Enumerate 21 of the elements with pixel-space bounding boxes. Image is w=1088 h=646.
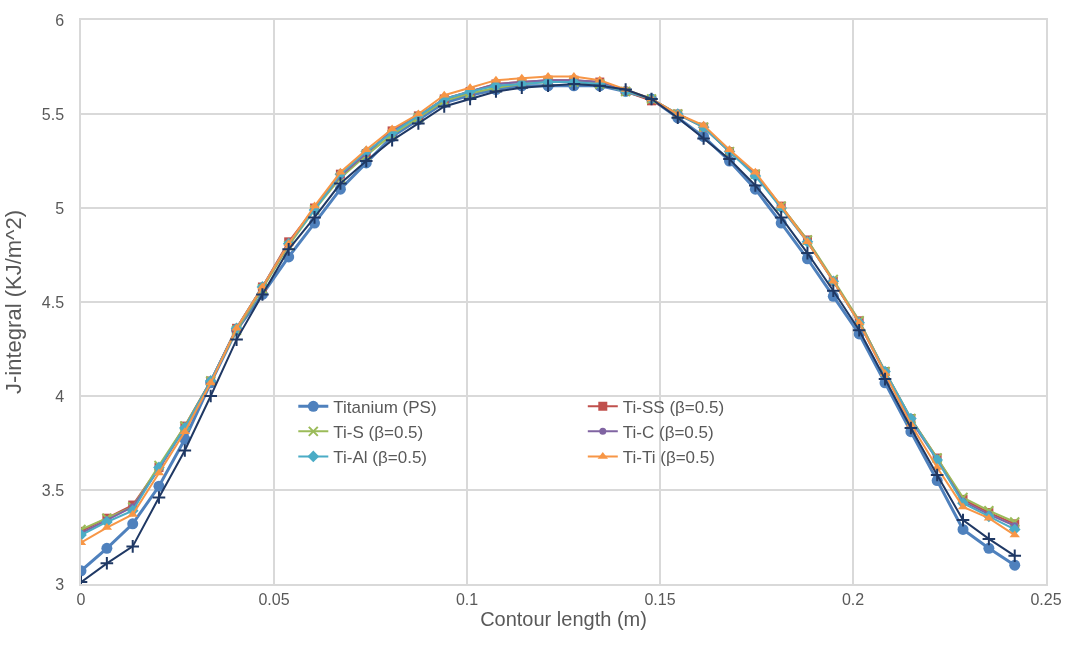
y-tick-label: 3.5: [41, 481, 65, 499]
legend-label: Ti-Ti (β=0.5): [622, 448, 715, 468]
legend-label: Ti-Al (β=0.5): [333, 448, 427, 468]
x-tick-label: 0.05: [258, 590, 290, 608]
x-tick-label: 0.25: [1030, 590, 1062, 608]
x-tick-label: 0.1: [455, 590, 479, 608]
y-tick-label: 6: [55, 11, 65, 29]
y-tick-label: 4: [55, 387, 65, 405]
y-tick-label: 5: [55, 199, 65, 217]
x-tick-label: 0.2: [841, 590, 865, 608]
y-tick-label: 3: [55, 575, 65, 593]
y-tick-label: 5.5: [41, 105, 65, 123]
legend-label: Titanium (PS): [333, 397, 437, 417]
x-tick-label: 0.15: [644, 590, 676, 608]
legend-label: Ti-SS (β=0.5): [622, 397, 725, 417]
y-axis-title: J-integral (KJ/m^2): [1, 210, 27, 394]
y-tick-label: 4.5: [41, 293, 65, 311]
legend-label: Ti-C (β=0.5): [622, 423, 714, 442]
legend-label: Ti-S (β=0.5): [333, 423, 424, 442]
x-tick-label: 0: [76, 590, 86, 608]
x-axis-title: Contour length (m): [480, 607, 647, 630]
